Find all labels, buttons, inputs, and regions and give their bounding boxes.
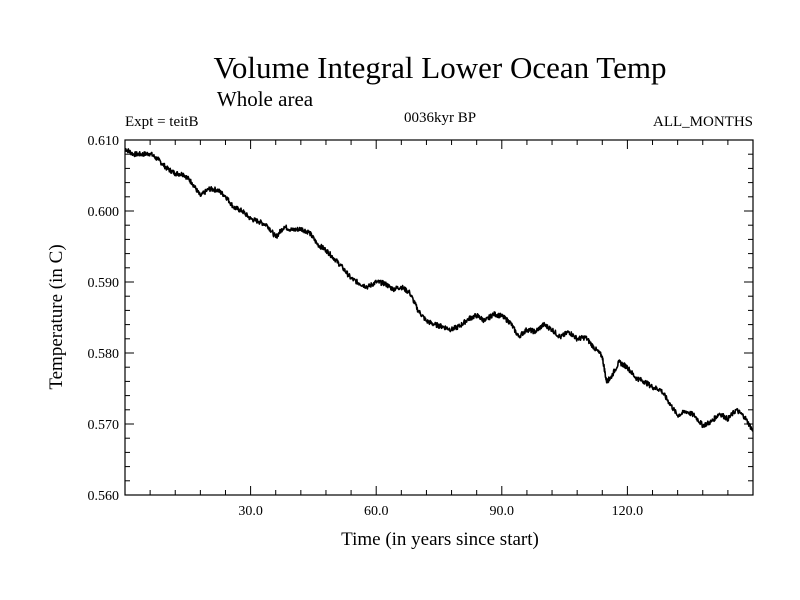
x-tick-label: 120.0 — [612, 504, 644, 519]
months-label: ALL_MONTHS — [653, 114, 753, 130]
y-tick-label: 0.600 — [88, 205, 120, 220]
x-tick-label: 30.0 — [238, 504, 263, 519]
period-label: 0036kyr BP — [404, 110, 476, 126]
x-tick-label: 60.0 — [364, 504, 389, 519]
y-axis-label: Temperature (in C) — [46, 244, 67, 389]
y-tick-label: 0.610 — [88, 134, 120, 149]
plot-frame — [124, 139, 754, 496]
experiment-label: Expt = teitB — [125, 114, 198, 130]
temperature-series-line — [124, 147, 754, 432]
y-tick-label: 0.590 — [88, 276, 120, 291]
chart-title: Volume Integral Lower Ocean Temp — [214, 50, 667, 85]
x-tick-label: 90.0 — [490, 504, 515, 519]
axis-ticks — [125, 140, 753, 495]
y-tick-label: 0.570 — [88, 418, 120, 433]
y-tick-label: 0.580 — [88, 347, 120, 362]
x-axis-label: Time (in years since start) — [341, 529, 539, 550]
tick-labels: 30.0 60.0 90.0 120.0 0.560 0.570 0.580 0.590 0.6… — [88, 134, 644, 519]
chart-subtitle: Whole area — [217, 87, 314, 111]
y-tick-label: 0.560 — [88, 489, 120, 504]
